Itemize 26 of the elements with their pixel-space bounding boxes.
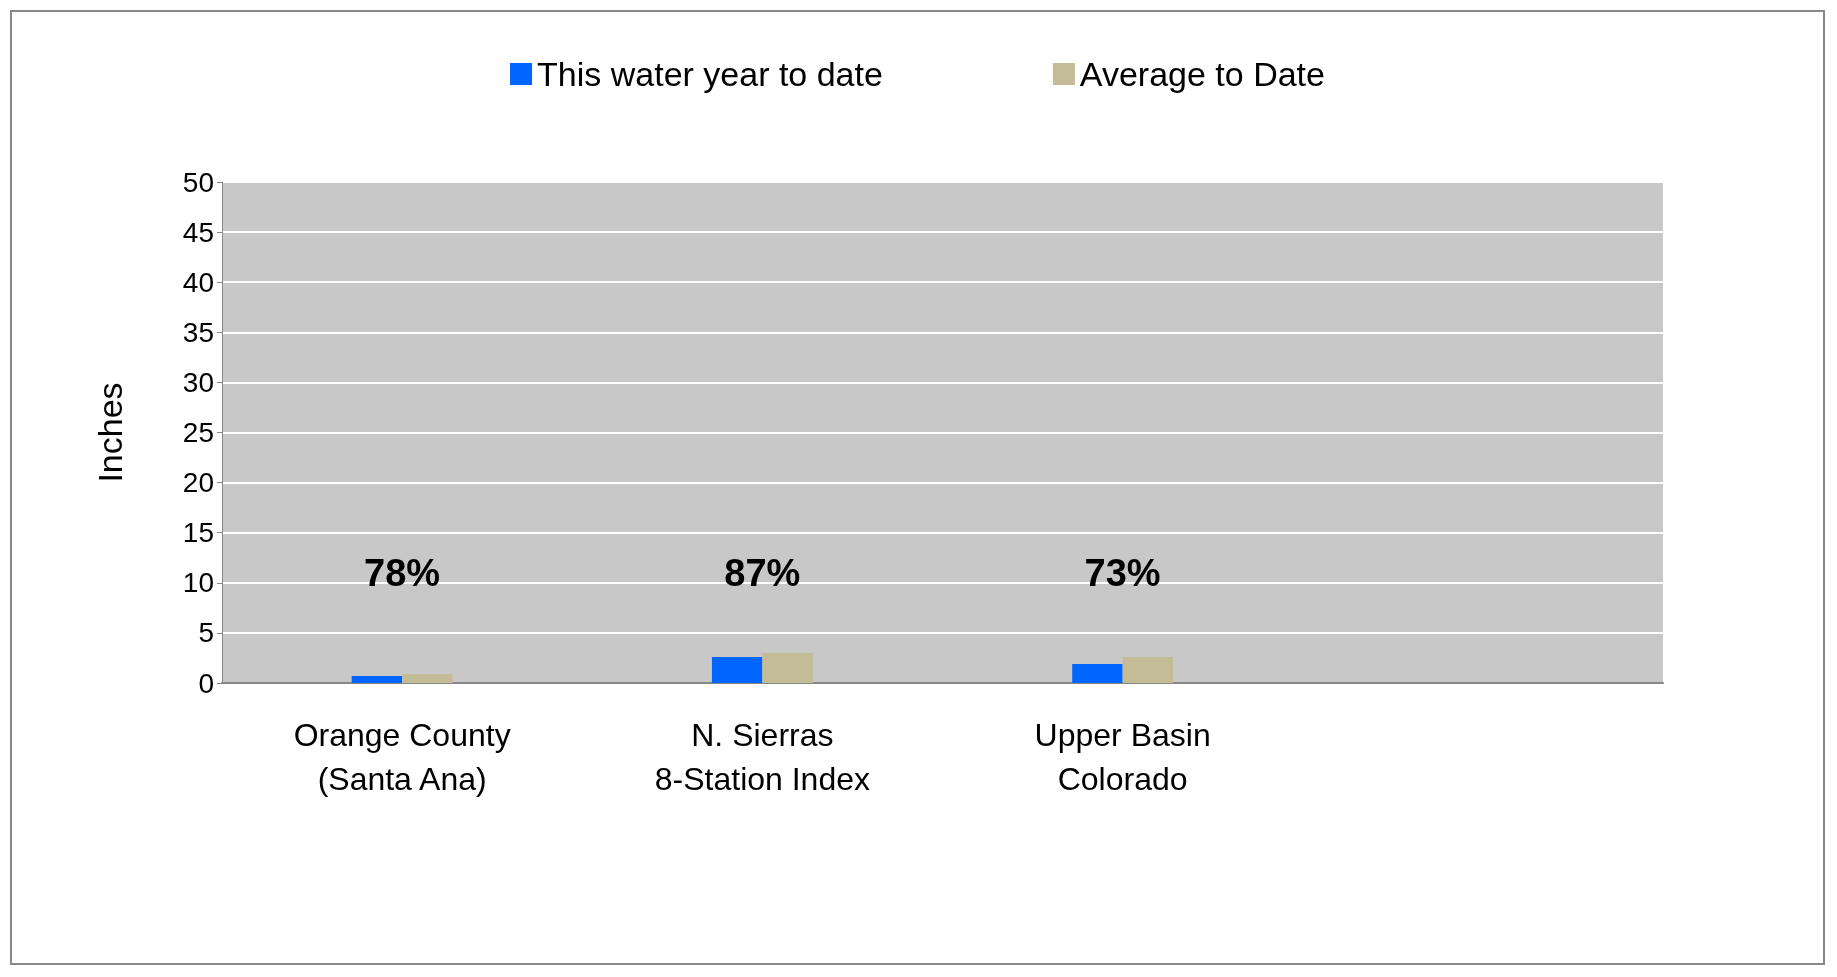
y-tick-label: 15 — [182, 517, 214, 549]
annotation: 73% — [1084, 552, 1161, 594]
y-tick-label: 10 — [182, 567, 214, 599]
x-tick-label: Orange County (Santa Ana) — [293, 717, 511, 797]
bar — [402, 673, 453, 683]
y-tick-label: 35 — [182, 316, 214, 348]
y-tick-label: 5 — [198, 617, 214, 649]
legend-label: Average to Date — [1079, 55, 1325, 93]
y-tick-label: 0 — [198, 667, 214, 699]
y-tick-label: 50 — [182, 166, 214, 198]
y-tick-label: 40 — [182, 266, 214, 298]
bar — [1122, 656, 1174, 683]
y-tick-label: 25 — [182, 417, 214, 448]
bar — [762, 652, 813, 683]
bar — [711, 656, 763, 683]
y-tick-label: 20 — [182, 467, 214, 499]
annotation: 78% — [364, 552, 441, 594]
x-tick-label: N. Sierras 8-Station Index — [654, 717, 870, 797]
y-tick-label: 30 — [182, 366, 214, 398]
legend-label: This water year to date — [537, 55, 883, 93]
x-tick-label: Upper Basin Colorado — [1034, 717, 1211, 797]
bar — [351, 675, 403, 683]
bar — [1072, 663, 1123, 683]
annotation: 87% — [724, 552, 801, 594]
y-axis-title: Inches — [91, 382, 129, 483]
y-tick-label: 45 — [182, 216, 214, 248]
